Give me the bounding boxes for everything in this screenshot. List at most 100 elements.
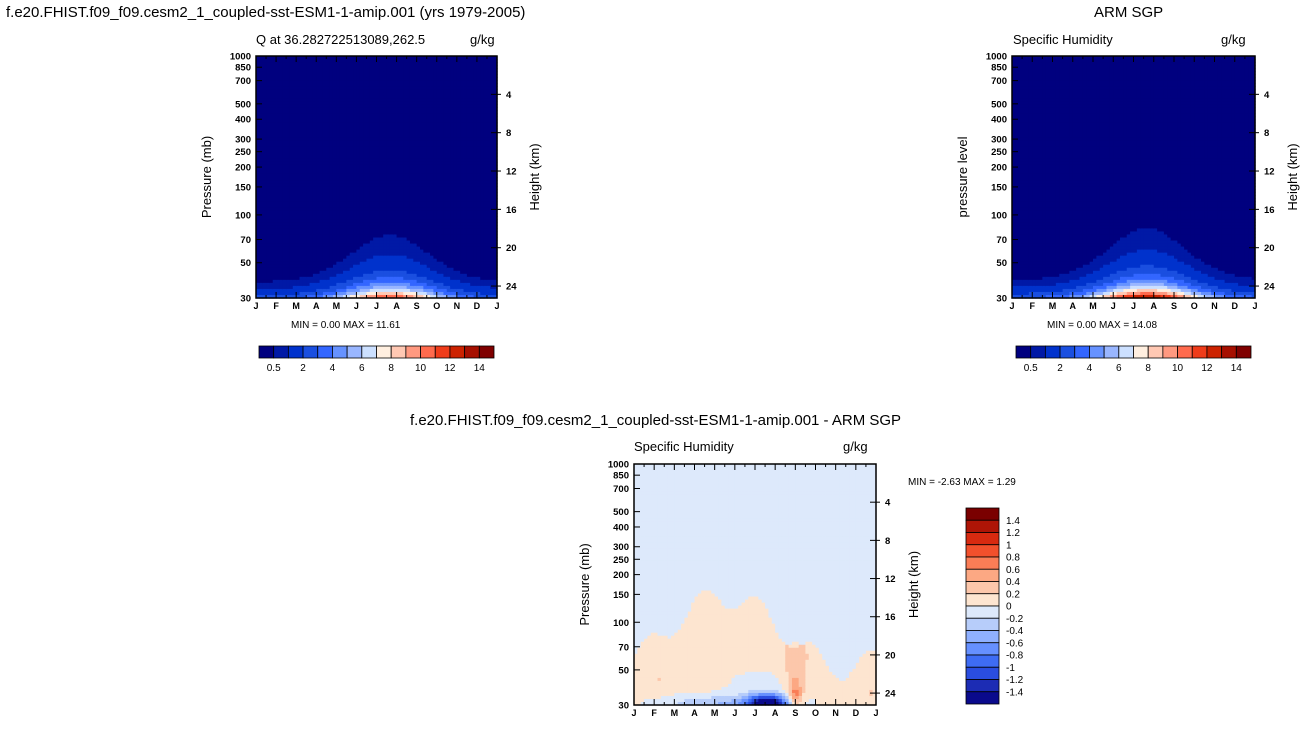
heatmap-cell [292,68,297,72]
heatmap-cell [349,267,354,272]
heatmap-cell [456,252,461,257]
heatmap-cell [409,95,414,99]
heatmap-cell [306,258,311,263]
heatmap-cell [453,234,458,239]
heatmap-cell [416,164,421,169]
heatmap-cell [322,294,327,299]
heatmap-cell [299,62,304,66]
heatmap-cell [282,164,287,169]
heatmap-cell [286,137,291,142]
heatmap-cell [406,80,411,84]
heatmap-cell [299,231,304,236]
heatmap-cell [353,77,358,81]
heatmap-cell [319,143,324,148]
heatmap-cell [262,110,267,115]
heatmap-cell [286,276,291,281]
heatmap-cell [413,152,418,157]
heatmap-cell [373,149,378,154]
heatmap-cell [299,77,304,81]
heatmap-cell [353,119,358,124]
heatmap-cell [266,237,270,242]
heatmap-cell [413,164,418,169]
heatmap-cell [266,101,270,106]
heatmap-cell [383,98,388,102]
heatmap-cell [316,101,321,106]
heatmap-cell [379,116,384,121]
heatmap-cell [326,228,331,233]
heatmap-cell [259,177,264,181]
heatmap-cell [436,252,441,257]
heatmap-cell [309,198,314,202]
heatmap-cell [336,92,341,96]
heatmap-cell [336,189,341,193]
heatmap-cell [406,164,411,169]
heatmap-cell [302,68,307,72]
heatmap-cell [326,219,331,223]
heatmap-cell [266,195,270,199]
heatmap-cell [386,228,391,233]
heatmap-cell [299,186,304,190]
heatmap-cell [426,173,431,178]
heatmap-cell [279,228,284,233]
heatmap-cell [259,110,264,115]
heatmap-cell [299,107,304,112]
heatmap-cell [339,222,344,227]
heatmap-cell [356,86,361,90]
heatmap-cell [383,107,388,112]
heatmap-cell [416,210,421,214]
heatmap-cell [376,264,381,269]
heatmap-cell [359,255,364,260]
heatmap-cell [299,113,304,118]
heatmap-cell [276,59,281,63]
heatmap-cell [332,210,337,214]
heatmap-cell [319,80,324,84]
heatmap-cell [346,177,351,181]
heatmap-cell [363,213,368,217]
heatmap-cell [366,71,371,75]
heatmap-cell [386,56,391,60]
heatmap-cell [256,86,260,90]
heatmap-cell [259,119,264,124]
heatmap-cell [406,68,411,72]
heatmap-cell [366,219,371,223]
heatmap-cell [346,65,351,69]
heatmap-cell [319,231,324,236]
heatmap-cell [269,261,274,266]
heatmap-cell [413,291,418,296]
heatmap-cell [399,234,404,239]
heatmap-cell [406,255,411,260]
heatmap-cell [319,255,324,260]
heatmap-cell [359,189,364,193]
heatmap-cell [262,170,267,175]
heatmap-cell [396,258,401,263]
heatmap-cell [316,131,321,136]
heatmap-cell [309,56,314,60]
heatmap-cell [366,158,371,163]
heatmap-cell [456,204,461,208]
heatmap-cell [302,122,307,127]
heatmap-cell [336,161,341,166]
heatmap-cell [356,107,361,112]
heatmap-cell [332,192,337,196]
heatmap-cell [292,122,297,127]
heatmap-cell [316,113,321,118]
heatmap-cell [356,261,361,266]
heatmap-cell [379,255,384,260]
heatmap-cell [316,71,321,75]
heatmap-cell [349,71,354,75]
heatmap-cell [292,59,297,63]
heatmap-cell [319,276,324,281]
heatmap-cell [369,276,374,281]
heatmap-cell [383,86,388,90]
heatmap-cell [336,264,341,269]
heatmap-cell [443,134,448,139]
heatmap-cell [460,177,465,181]
heatmap-cell [309,134,314,139]
heatmap-cell [336,83,341,87]
heatmap-cell [269,134,274,139]
heatmap-cell [409,186,414,190]
heatmap-cell [306,101,311,106]
heatmap-cell [259,140,264,145]
heatmap-cell [339,288,344,293]
heatmap-cell [366,225,371,230]
